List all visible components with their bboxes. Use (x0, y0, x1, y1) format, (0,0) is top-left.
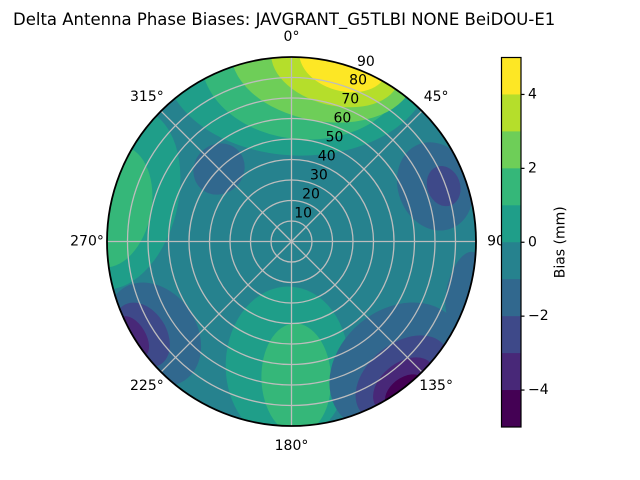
radial-tick-label: 60 (333, 111, 351, 127)
colorbar-tick-label: −4 (528, 382, 549, 398)
angular-tick-label: 135° (419, 378, 453, 394)
radial-tick-label: 30 (310, 167, 328, 183)
angular-gridline (160, 110, 292, 242)
contour-region (107, 145, 153, 268)
colorbar-band (501, 390, 521, 428)
angular-gridline (291, 241, 423, 373)
angular-tick-labels: 0° 45° 90 135° 180° 225° 270° 315° (70, 29, 505, 454)
colorbar: 4 2 0 −2 −4 Bias (mm) (500, 56, 569, 428)
angular-tick-label: 0° (284, 29, 300, 45)
colorbar-band (501, 57, 521, 95)
angular-tick-label: 180° (275, 438, 309, 454)
colorbar-axis-label: Bias (mm) (553, 206, 569, 278)
radial-tick-label: 10 (294, 205, 312, 221)
contour-region (261, 323, 332, 426)
angular-gridline (160, 241, 292, 373)
colorbar-tick-label: 0 (528, 234, 537, 250)
contour-region (426, 166, 461, 207)
colorbar-band (501, 168, 521, 206)
angular-tick-label: 225° (130, 378, 164, 394)
angular-gridline (291, 110, 423, 242)
radial-tick-label: 70 (341, 92, 359, 108)
angular-tick-label: 45° (424, 89, 449, 105)
colorbar-band (501, 131, 521, 169)
radial-tick-label: 50 (326, 130, 344, 146)
colorbar-band (501, 205, 521, 243)
colorbar-band (501, 353, 521, 391)
radial-tick-labels: 10 20 30 40 50 60 70 80 90 (294, 54, 375, 222)
radial-tick-label: 80 (349, 73, 367, 89)
radial-tick-label: 90 (357, 54, 375, 70)
colorbar-tick-label: 2 (528, 160, 537, 176)
colorbar-tick-label: −2 (528, 308, 549, 324)
colorbar-tick-label: 4 (528, 86, 537, 102)
angular-tick-label: 315° (130, 89, 164, 105)
polar-grid (106, 56, 477, 427)
angular-tick-label: 90 (487, 234, 505, 250)
colorbar-band (501, 316, 521, 354)
colorbar-band (501, 279, 521, 317)
radial-tick-label: 20 (302, 186, 320, 202)
radial-tick-label: 40 (318, 149, 336, 165)
colorbar-band (501, 242, 521, 280)
angular-tick-label: 270° (70, 234, 104, 250)
polar-outline (106, 56, 477, 427)
colorbar-band (501, 94, 521, 132)
chart-title: Delta Antenna Phase Biases: JAVGRANT_G5T… (13, 10, 555, 30)
